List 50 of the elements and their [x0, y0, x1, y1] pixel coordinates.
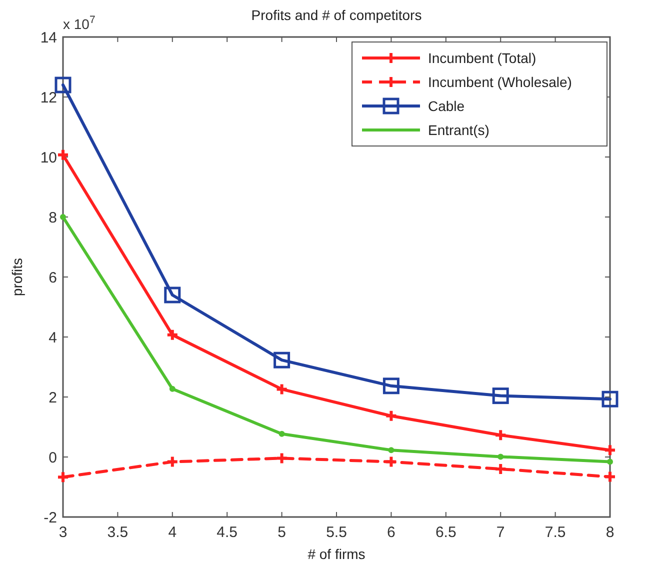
legend-label: Incumbent (Total) [428, 50, 536, 66]
x-tick-label: 7 [496, 524, 505, 541]
x-tick-label: 3 [58, 524, 68, 541]
point [388, 447, 394, 454]
x-tick-label: 6 [387, 524, 396, 541]
x-tick-label: 4 [168, 524, 177, 541]
y-tick-label: 8 [48, 209, 57, 226]
point [494, 428, 508, 442]
y-tick-label: 6 [48, 269, 57, 286]
point [384, 455, 398, 468]
x-axis-title: # of firms [308, 546, 366, 562]
legend-label: Entrant(s) [428, 122, 490, 138]
y-tick-label: 12 [40, 89, 57, 106]
point [275, 382, 288, 396]
point [169, 386, 176, 392]
point [498, 454, 504, 460]
point [166, 328, 179, 342]
y-tick-label: 2 [48, 389, 57, 406]
point [382, 378, 400, 394]
legend-label: Cable [428, 98, 465, 114]
point [278, 430, 285, 437]
point [602, 390, 618, 408]
x-tick-label: 7.5 [544, 524, 566, 541]
x-tick-label: 4.5 [216, 524, 238, 541]
point [607, 458, 613, 465]
y-tick-label: 4 [48, 329, 57, 346]
x-tick-label: 6.5 [435, 524, 456, 541]
x-tick-label: 3.5 [107, 524, 128, 541]
point [494, 462, 508, 476]
point [274, 352, 290, 368]
x-tick-label: 8 [606, 524, 614, 541]
chart-title: Profits and # of competitors [251, 7, 422, 23]
x-tick-label: 5 [278, 524, 286, 541]
y-tick-label: -2 [44, 509, 57, 526]
point [56, 470, 70, 484]
y-tick-label: 0 [48, 449, 57, 466]
x-tick-label: 5.5 [326, 524, 347, 541]
point [60, 214, 66, 220]
text: x 10$^{7}$ [63, 14, 96, 32]
point [492, 388, 509, 404]
point [275, 452, 288, 465]
y-axis-title: profits [9, 258, 25, 296]
point [604, 470, 616, 484]
point [166, 455, 179, 468]
point [54, 76, 72, 94]
point [164, 286, 181, 304]
y-tick-label: 14 [40, 29, 57, 46]
legend-label: Incumbent (Wholesale) [428, 74, 572, 90]
point [384, 409, 398, 422]
y-tick-label: 10 [40, 149, 57, 166]
